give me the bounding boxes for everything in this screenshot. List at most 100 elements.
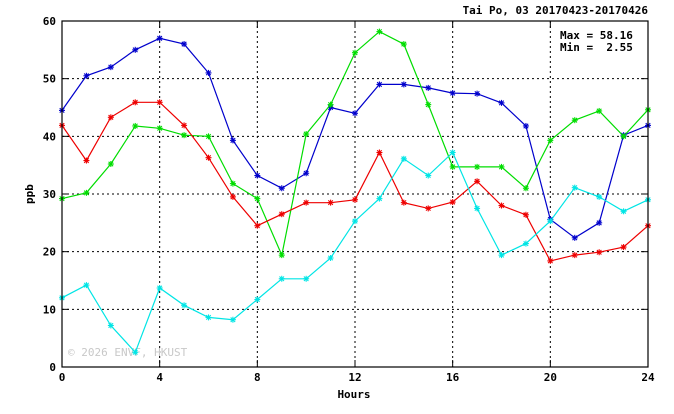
axis-ticks: 0 4 8 12 16 20 24 0 10 20 30 40 50 60 (43, 15, 655, 384)
y-tick-label: 60 (43, 15, 56, 28)
data-point (352, 110, 358, 117)
marker-stroke (279, 185, 285, 191)
marker-stroke (376, 28, 383, 35)
marker-stroke (181, 41, 187, 47)
marker-stroke (83, 282, 90, 288)
marker-stroke (254, 172, 260, 179)
data-point (278, 185, 285, 192)
marker-stroke (450, 90, 456, 96)
marker-stroke (547, 218, 553, 224)
marker-stroke (572, 252, 578, 258)
data-point (205, 314, 212, 321)
marker-stroke (157, 99, 163, 105)
data-point (83, 157, 90, 164)
data-point (596, 219, 603, 226)
data-point (547, 218, 554, 225)
marker-stroke (523, 185, 529, 191)
data-point (107, 64, 114, 71)
data-point (571, 234, 578, 241)
marker-stroke (425, 85, 431, 91)
data-point (132, 99, 139, 106)
marker-stroke (132, 349, 138, 355)
marker-stroke (572, 235, 578, 241)
marker-stroke (376, 81, 383, 88)
marker-stroke (327, 200, 334, 206)
marker-stroke (254, 195, 260, 202)
data-point (425, 205, 432, 212)
marker-stroke (181, 122, 187, 129)
marker-stroke (181, 132, 187, 138)
max-stat: Max = 58.16 (560, 29, 633, 42)
data-point (400, 81, 407, 88)
x-tick-label: 4 (156, 371, 163, 384)
marker-stroke (596, 249, 602, 255)
marker-stroke (450, 199, 456, 205)
data-point (474, 163, 481, 170)
data-point (229, 137, 236, 144)
marker-stroke (547, 258, 553, 264)
data-point (156, 125, 163, 132)
data-point (132, 46, 139, 53)
y-axis-label: ppb (23, 184, 36, 204)
data-point (156, 35, 163, 42)
data-point (254, 222, 261, 229)
marker-stroke (108, 114, 114, 120)
data-point (498, 163, 505, 170)
data-point (449, 199, 456, 206)
marker-stroke (596, 194, 602, 200)
data-point (547, 257, 554, 264)
data-point (376, 81, 383, 88)
marker-stroke (279, 211, 285, 217)
marker-stroke (230, 180, 236, 187)
data-point (547, 137, 554, 144)
marker-stroke (181, 302, 187, 308)
data-point (254, 172, 261, 179)
data-point (156, 99, 163, 106)
marker-stroke (327, 101, 334, 108)
data-point (596, 193, 603, 200)
series-group (59, 28, 651, 356)
marker-stroke (498, 252, 505, 258)
data-point (376, 28, 383, 35)
data-point (571, 184, 578, 191)
data-point (571, 117, 578, 124)
data-point (352, 196, 358, 203)
marker-stroke (83, 73, 90, 79)
marker-stroke (352, 50, 358, 56)
marker-stroke (620, 133, 627, 139)
marker-stroke (132, 47, 138, 53)
data-point (83, 72, 90, 79)
data-point (498, 99, 505, 106)
marker-stroke (498, 100, 505, 106)
data-point (229, 316, 236, 323)
marker-stroke (205, 70, 212, 76)
data-point (474, 205, 481, 212)
marker-stroke (474, 164, 480, 170)
data-point (83, 282, 90, 289)
marker-stroke (303, 131, 309, 137)
chart-title: Tai Po, 03 20170423-20170426 (463, 4, 649, 17)
data-point (620, 244, 627, 251)
y-tick-label: 20 (43, 246, 56, 259)
marker-stroke (523, 123, 529, 129)
data-point (303, 131, 310, 138)
data-point (83, 189, 90, 196)
data-point (449, 163, 456, 170)
marker-stroke (523, 240, 529, 247)
marker-stroke (108, 64, 114, 70)
marker-stroke (230, 194, 236, 200)
data-point (596, 107, 603, 114)
marker-stroke (352, 110, 358, 116)
data-point (254, 296, 261, 303)
marker-stroke (132, 123, 138, 129)
data-point (327, 199, 334, 206)
y-tick-label: 50 (43, 73, 56, 86)
y-tick-label: 0 (49, 361, 56, 374)
marker-stroke (596, 220, 602, 226)
marker-stroke (205, 155, 212, 161)
data-point (620, 133, 627, 140)
data-point (278, 252, 285, 259)
data-point (425, 84, 432, 91)
marker-stroke (620, 244, 627, 250)
